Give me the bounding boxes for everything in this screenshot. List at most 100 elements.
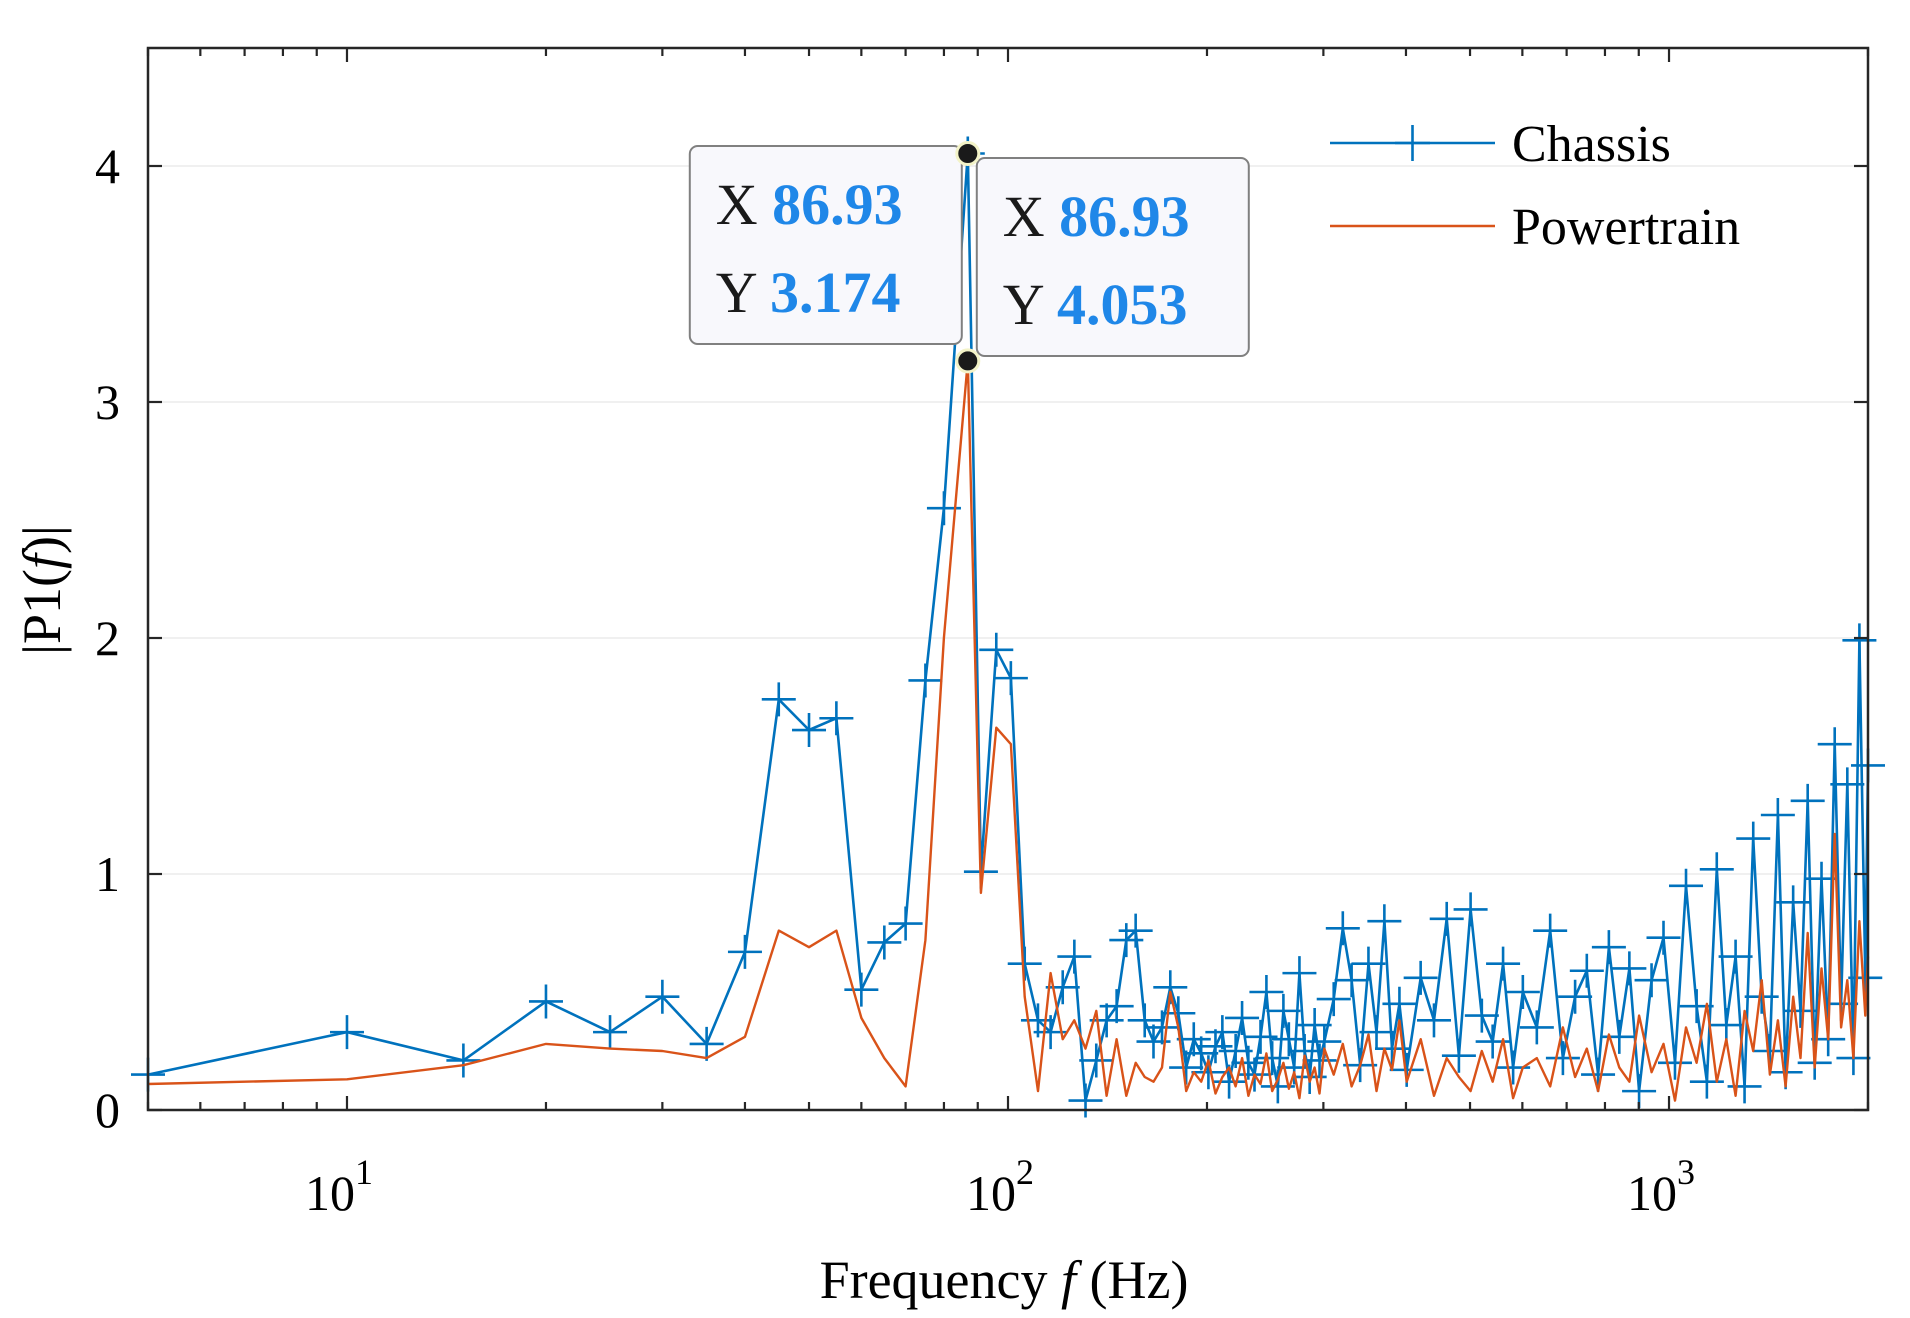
datatip-box	[975, 157, 1250, 357]
datatip-y-row: Y 3.174	[716, 260, 901, 325]
series-line-chassis	[147, 152, 1870, 1102]
data-point	[1441, 1038, 1476, 1073]
data-point	[1558, 979, 1593, 1014]
data-point	[593, 1015, 628, 1050]
data-point	[1416, 1003, 1451, 1038]
data-point	[1669, 868, 1704, 903]
x-tick-label-exponent: 3	[1677, 1152, 1695, 1192]
data-point	[1776, 885, 1811, 920]
data-point	[645, 979, 680, 1014]
data-point	[1699, 852, 1734, 887]
data-point	[1453, 892, 1488, 927]
datatip-marker	[955, 140, 981, 166]
data-point	[1519, 1010, 1554, 1045]
data-point	[1646, 920, 1681, 955]
data-point	[867, 925, 902, 960]
x-tick-label: 103	[1627, 1152, 1695, 1221]
data-point	[1429, 901, 1464, 936]
data-point	[1325, 911, 1360, 946]
series-powertrain	[147, 359, 1870, 1102]
data-point	[1007, 946, 1042, 981]
data-point	[1184, 1036, 1219, 1071]
data-point	[446, 1043, 481, 1078]
series-chassis	[131, 136, 1885, 1118]
data-point	[1848, 960, 1883, 995]
data-point	[1243, 1019, 1278, 1054]
legend-label: Powertrain	[1512, 199, 1740, 256]
legend-label: Chassis	[1512, 116, 1671, 173]
data-point	[1817, 727, 1852, 762]
data-point	[1198, 1029, 1233, 1064]
data-point	[1830, 767, 1865, 802]
data-point	[1282, 956, 1317, 991]
data-point	[1057, 939, 1092, 974]
data-point	[1169, 1050, 1204, 1085]
data-point	[1225, 1000, 1260, 1035]
y-tick-label: 3	[95, 374, 120, 430]
y-axis-title-prefix: |P1(	[12, 569, 72, 655]
data-point	[819, 701, 854, 736]
data-point	[1634, 963, 1669, 998]
data-point	[1612, 951, 1647, 986]
data-point	[888, 906, 923, 941]
data-point	[1089, 1003, 1124, 1038]
data-point	[1099, 989, 1134, 1024]
data-point	[1079, 1043, 1114, 1078]
data-point	[1359, 1015, 1394, 1050]
data-point	[1545, 1041, 1580, 1076]
data-point	[1591, 930, 1626, 965]
data-point	[1842, 623, 1877, 658]
data-point	[1145, 1010, 1180, 1045]
data-point	[1249, 975, 1284, 1009]
data-point	[1316, 982, 1351, 1017]
series-line-powertrain	[147, 359, 1870, 1102]
legend-marker	[1395, 125, 1430, 161]
tick-layer	[146, 48, 1870, 1112]
data-point	[727, 934, 762, 969]
data-point	[1382, 986, 1417, 1021]
data-point	[528, 984, 563, 1019]
data-point	[1718, 939, 1753, 974]
legend: Chassis Powertrain	[1330, 116, 1740, 256]
data-point	[1127, 1003, 1162, 1038]
y-axis-title-suffix: )|	[12, 525, 72, 554]
datatip-x-row: X 86.93	[1003, 184, 1190, 249]
datatip: X 86.93 Y 4.053	[955, 140, 1250, 357]
y-tick-label: 2	[95, 610, 120, 666]
datatip-box	[688, 145, 963, 345]
x-axis-title: Frequency f (Hz)	[820, 1250, 1189, 1310]
x-tick-label-base: 10	[966, 1165, 1016, 1221]
data-point	[1255, 1041, 1290, 1076]
data-point	[1403, 960, 1438, 995]
data-point	[792, 713, 827, 748]
data-point	[1045, 970, 1080, 1005]
data-point	[1533, 913, 1568, 948]
x-tick-label-base: 10	[1627, 1165, 1677, 1221]
series-layer	[131, 136, 1885, 1118]
data-point	[1068, 1083, 1103, 1118]
data-point	[1709, 1008, 1744, 1043]
data-point	[1176, 1022, 1211, 1057]
data-point	[1334, 963, 1369, 998]
x-tick-label-exponent: 1	[355, 1152, 373, 1192]
data-point	[1736, 821, 1771, 856]
datatip-y-row: Y 4.053	[1003, 272, 1188, 337]
legend-item-powertrain: Powertrain	[1330, 199, 1740, 256]
y-tick-label: 1	[95, 846, 120, 902]
data-point	[1109, 923, 1144, 958]
data-point	[689, 1026, 724, 1061]
data-point	[1689, 1064, 1724, 1099]
data-point	[1505, 975, 1540, 1009]
data-point	[1351, 946, 1386, 981]
x-axis-title-prefix: Frequency	[820, 1250, 1061, 1310]
x-axis-title-suffix: (Hz)	[1076, 1250, 1188, 1310]
legend-item-chassis: Chassis	[1330, 116, 1671, 173]
data-point	[329, 1015, 364, 1050]
data-point	[1266, 993, 1301, 1028]
data-point	[1297, 1008, 1332, 1043]
datatip-marker	[955, 348, 981, 374]
x-tick-label-exponent: 2	[1016, 1152, 1034, 1192]
data-point	[908, 663, 943, 698]
data-point	[1790, 783, 1825, 818]
datatip: X 86.93 Y 3.174	[688, 145, 981, 374]
